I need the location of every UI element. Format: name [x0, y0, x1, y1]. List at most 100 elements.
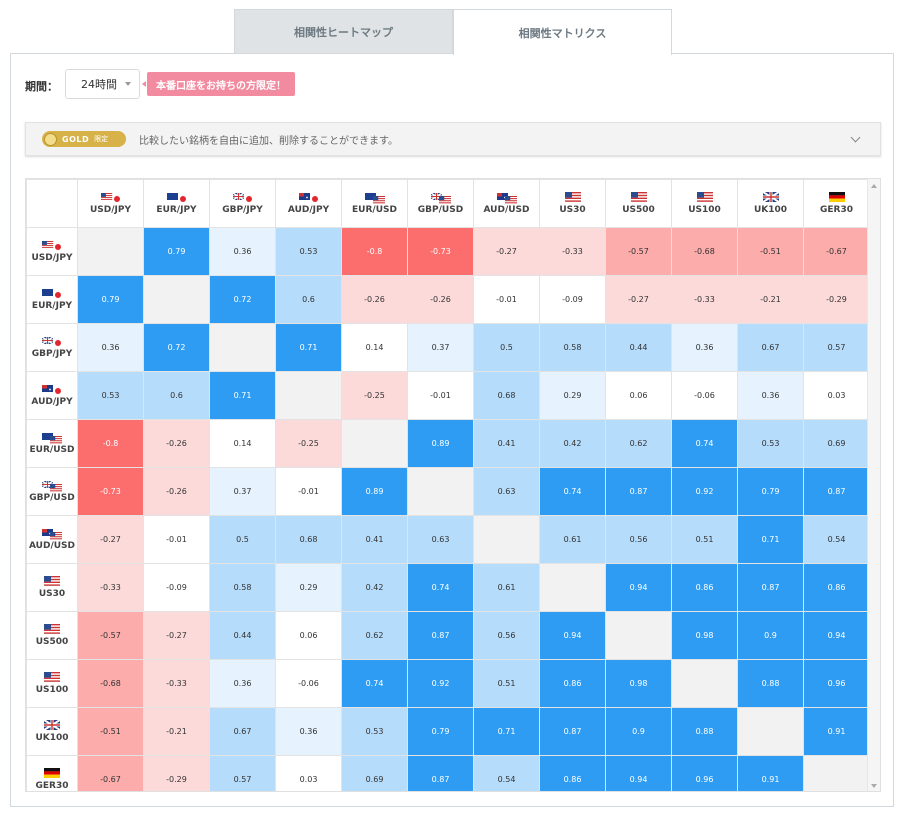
- correlation-cell: -0.67: [803, 227, 870, 276]
- correlation-cell: 0.98: [605, 659, 672, 708]
- row-header: GER30: [26, 755, 78, 791]
- column-header: US500: [605, 179, 672, 228]
- correlation-cell: 0.87: [407, 611, 474, 660]
- eur-jpy-flag-icon: [41, 288, 63, 298]
- table-row: EUR/USD -0.8 -0.26 0.14 -0.25 0.89 0.41 0.42 0.6…: [26, 419, 870, 468]
- row-header: US500: [26, 611, 78, 660]
- row-header-label: GBP/JPY: [31, 349, 73, 359]
- correlation-cell: 0.14: [209, 419, 276, 468]
- correlation-cell: 0.94: [605, 755, 672, 791]
- correlation-cell: -0.57: [77, 611, 144, 660]
- correlation-cell: 0.63: [407, 515, 474, 564]
- correlation-cell: 0.92: [407, 659, 474, 708]
- row-header: AUD/JPY: [26, 371, 78, 420]
- tab-matrix[interactable]: 相関性マトリクス: [453, 9, 672, 55]
- row-header-label: US500: [35, 637, 69, 647]
- correlation-cell: -0.29: [803, 275, 870, 324]
- correlation-cell: -0.26: [341, 275, 408, 324]
- chevron-down-icon[interactable]: [850, 132, 861, 143]
- correlation-cell: 0.69: [803, 419, 870, 468]
- gold-feature-bar[interactable]: GOLD 限定 比較したい銘柄を自由に追加、削除することができます。: [25, 122, 881, 156]
- correlation-cell: 0.03: [803, 371, 870, 420]
- correlation-cell: -0.21: [143, 707, 210, 756]
- correlation-cell: 0.98: [671, 611, 738, 660]
- correlation-cell: -0.27: [473, 227, 540, 276]
- correlation-cell: 0.67: [737, 323, 804, 372]
- diagonal-cell: [803, 755, 870, 791]
- correlation-cell: -0.06: [275, 659, 342, 708]
- us-flag-icon: [41, 624, 63, 634]
- column-header-label: USD/JPY: [89, 205, 131, 215]
- correlation-cell: 0.94: [539, 611, 606, 660]
- gbp-jpy-flag-icon: [41, 336, 63, 346]
- column-header: GER30: [803, 179, 870, 228]
- eur-usd-flag-icon: [364, 192, 386, 204]
- correlation-cell: 0.58: [209, 563, 276, 612]
- correlation-cell: 0.9: [605, 707, 672, 756]
- diagonal-cell: [605, 611, 672, 660]
- matrix-panel: 期間： 24時間 本番口座をお持ちの方限定！ GOLD 限定 比較したい銘柄を自…: [10, 53, 894, 807]
- vertical-scrollbar[interactable]: [867, 179, 880, 791]
- correlation-cell: 0.71: [275, 323, 342, 372]
- row-header-label: UK100: [35, 733, 69, 743]
- correlation-cell: -0.51: [77, 707, 144, 756]
- correlation-cell: 0.72: [143, 323, 210, 372]
- correlation-cell: 0.88: [671, 707, 738, 756]
- matrix-table: USD/JPY EUR/JPY GBP/JPY AUD/JPY EUR/USD GBP/U…: [26, 179, 870, 791]
- period-label: 期間：: [25, 80, 58, 93]
- correlation-cell: 0.86: [539, 659, 606, 708]
- correlation-cell: 0.68: [275, 515, 342, 564]
- correlation-cell: -0.73: [407, 227, 474, 276]
- tab-heatmap[interactable]: 相関性ヒートマップ: [234, 9, 453, 54]
- column-header-label: EUR/USD: [352, 205, 397, 215]
- correlation-cell: 0.44: [209, 611, 276, 660]
- correlation-cell: 0.57: [209, 755, 276, 791]
- column-header: US30: [539, 179, 606, 228]
- diagonal-cell: [737, 707, 804, 756]
- column-header: USD/JPY: [77, 179, 144, 228]
- promo-arrow-icon: [142, 81, 146, 87]
- gold-badge-sub: 限定: [94, 135, 109, 143]
- correlation-cell: -0.33: [539, 227, 606, 276]
- usd-jpy-flag-icon: [100, 192, 122, 202]
- correlation-cell: -0.8: [341, 227, 408, 276]
- correlation-cell: -0.26: [407, 275, 474, 324]
- correlation-cell: 0.71: [473, 707, 540, 756]
- correlation-cell: 0.62: [605, 419, 672, 468]
- correlation-cell: -0.09: [143, 563, 210, 612]
- correlation-cell: 0.61: [473, 563, 540, 612]
- aud-jpy-flag-icon: [298, 192, 320, 202]
- correlation-cell: 0.71: [209, 371, 276, 420]
- correlation-cell: 0.6: [275, 275, 342, 324]
- row-header-label: EUR/JPY: [31, 301, 73, 311]
- correlation-cell: 0.14: [341, 323, 408, 372]
- row-header-label: GBP/USD: [29, 493, 75, 503]
- eur-jpy-flag-icon: [166, 192, 188, 202]
- correlation-cell: 0.6: [143, 371, 210, 420]
- row-header-label: AUD/JPY: [31, 397, 73, 407]
- row-header-label: US100: [35, 685, 69, 695]
- correlation-cell: -0.26: [143, 419, 210, 468]
- column-header-label: AUD/JPY: [287, 205, 330, 215]
- correlation-cell: 0.06: [605, 371, 672, 420]
- correlation-cell: 0.29: [539, 371, 606, 420]
- table-row: US30 -0.33 -0.09 0.58 0.29 0.42 0.74 0.61 0.94 0.…: [26, 563, 870, 612]
- correlation-cell: 0.36: [209, 227, 276, 276]
- column-header: AUD/JPY: [275, 179, 342, 228]
- correlation-cell: 0.74: [671, 419, 738, 468]
- correlation-cell: 0.36: [77, 323, 144, 372]
- correlation-cell: 0.92: [671, 467, 738, 516]
- scroll-down-icon[interactable]: [871, 784, 877, 788]
- table-row: AUD/USD -0.27 -0.01 0.5 0.68 0.41 0.63 0.61 0.56…: [26, 515, 870, 564]
- correlation-cell: 0.03: [275, 755, 342, 791]
- usd-jpy-flag-icon: [41, 240, 63, 250]
- scroll-up-icon[interactable]: [871, 184, 877, 188]
- table-row: EUR/JPY 0.79 0.72 0.6 -0.26 -0.26 -0.01 -0.09 -0…: [26, 275, 870, 324]
- period-select[interactable]: 24時間: [65, 69, 140, 99]
- correlation-cell: 0.87: [803, 467, 870, 516]
- correlation-cell: -0.01: [407, 371, 474, 420]
- correlation-cell: 0.58: [539, 323, 606, 372]
- correlation-cell: 0.79: [77, 275, 144, 324]
- column-header-label: EUR/JPY: [156, 205, 197, 215]
- correlation-cell: -0.57: [605, 227, 672, 276]
